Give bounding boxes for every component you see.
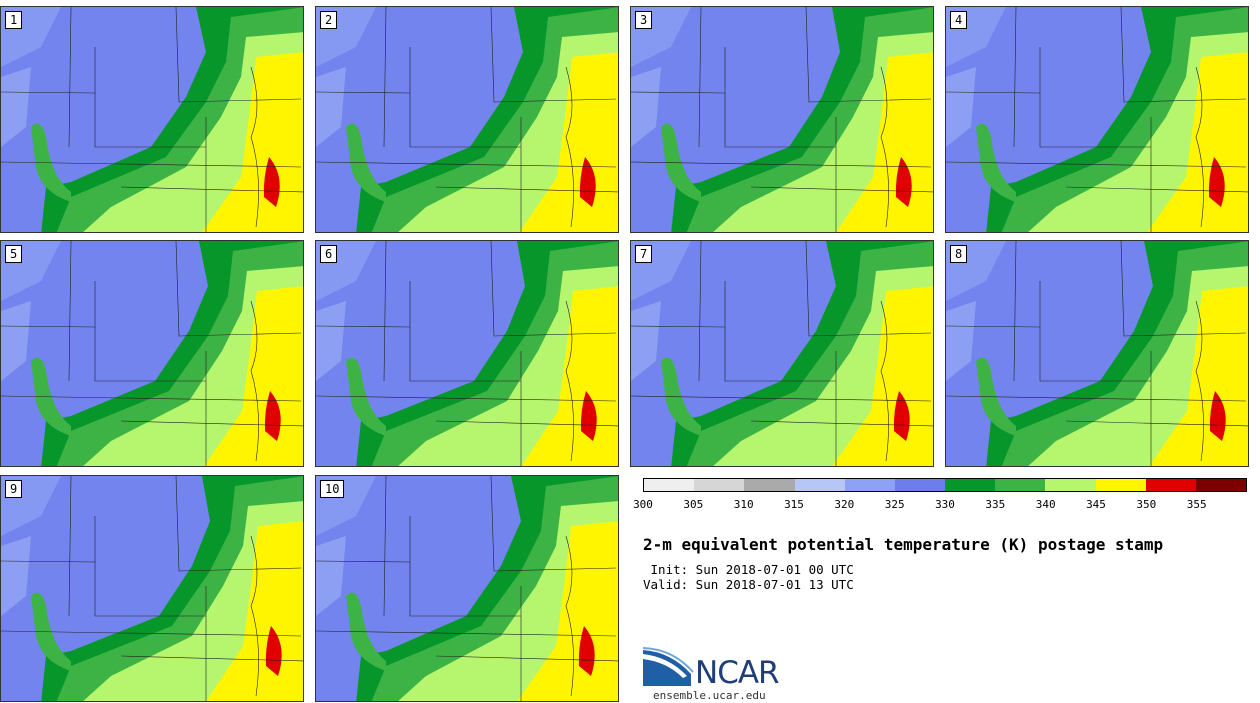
map-field	[1, 7, 303, 232]
member-panel: 5	[0, 240, 304, 467]
colorbar-bin	[744, 479, 795, 491]
colorbar-tick-label: 315	[784, 498, 804, 511]
member-number: 2	[320, 11, 338, 29]
member-number: 6	[320, 245, 338, 263]
colorbar-tick-label: 300	[633, 498, 653, 511]
colorbar-tick-label: 320	[834, 498, 855, 511]
member-panel: 4	[945, 6, 1249, 233]
chart-title: 2-m equivalent potential temperature (K)…	[643, 535, 1164, 554]
colorbar-bin	[644, 479, 695, 491]
colorbar	[643, 478, 1247, 492]
colorbar-bin	[995, 479, 1046, 491]
member-number: 8	[950, 245, 968, 263]
colorbar-bin	[1045, 479, 1096, 491]
map-field	[316, 7, 618, 232]
member-panel: 1	[0, 6, 304, 233]
ncar-logo-text: NCAR	[695, 655, 780, 691]
member-panel: 10	[315, 475, 619, 702]
member-number: 10	[320, 480, 345, 498]
map-field	[946, 7, 1248, 232]
colorbar-tick-label: 355	[1186, 498, 1207, 511]
member-panel: 3	[630, 6, 934, 233]
map-field	[631, 7, 933, 232]
member-panel: 7	[630, 240, 934, 467]
map-field	[946, 241, 1248, 466]
member-number: 1	[5, 11, 23, 29]
colorbar-bin	[1145, 479, 1196, 491]
colorbar-tick-label: 345	[1086, 498, 1106, 511]
map-field	[1, 476, 303, 701]
colorbar-tick-label: 310	[733, 498, 754, 511]
map-field	[631, 241, 933, 466]
member-number: 3	[635, 11, 653, 29]
colorbar-tick-label: 330	[935, 498, 955, 511]
colorbar-bin	[844, 479, 895, 491]
init-time: Init: Sun 2018-07-01 00 UTC	[643, 562, 854, 577]
colorbar-tick-label: 340	[1035, 498, 1056, 511]
member-panel: 2	[315, 6, 619, 233]
colorbar-bin	[1095, 479, 1146, 491]
member-number: 4	[950, 11, 968, 29]
map-field	[316, 476, 618, 701]
colorbar-tick-label: 305	[683, 498, 704, 511]
map-field	[316, 241, 618, 466]
colorbar-bin	[945, 479, 996, 491]
member-number: 7	[635, 245, 653, 263]
logo-url: ensemble.ucar.edu	[653, 689, 766, 702]
ncar-logo-icon	[643, 647, 694, 686]
colorbar-bin	[694, 479, 745, 491]
member-panel: 6	[315, 240, 619, 467]
colorbar-tick-label: 325	[884, 498, 905, 511]
colorbar-bin	[894, 479, 946, 491]
member-panel: 8	[945, 240, 1249, 467]
member-number: 5	[5, 245, 23, 263]
map-field	[1, 241, 303, 466]
valid-time: Valid: Sun 2018-07-01 13 UTC	[643, 577, 854, 592]
colorbar-tick-label: 350	[1136, 498, 1157, 511]
colorbar-bin	[794, 479, 845, 491]
colorbar-bin	[1195, 479, 1247, 491]
member-number: 9	[5, 480, 23, 498]
colorbar-tick-label: 335	[985, 498, 1006, 511]
member-panel: 9	[0, 475, 304, 702]
